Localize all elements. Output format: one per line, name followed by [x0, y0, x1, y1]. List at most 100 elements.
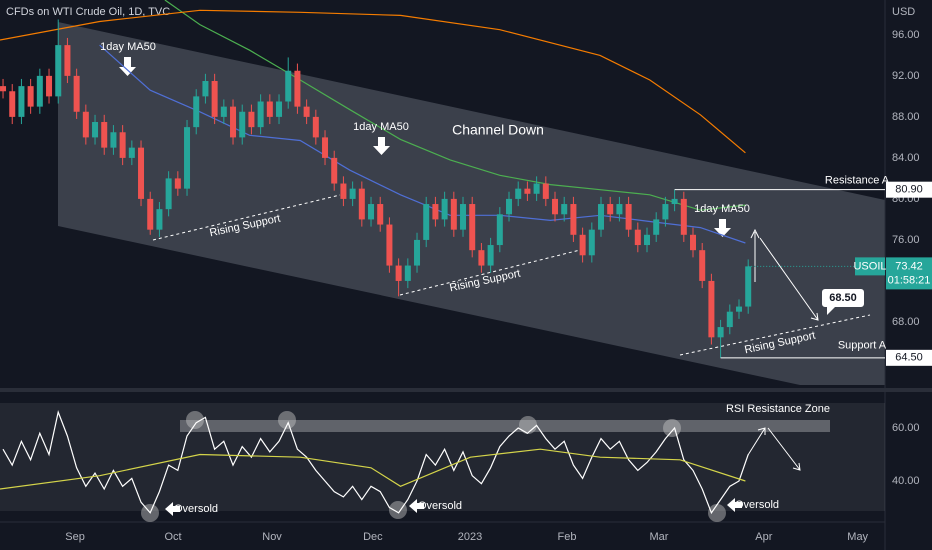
- candle-body: [662, 204, 669, 220]
- candle-body: [156, 209, 163, 230]
- candle-body: [717, 327, 724, 338]
- candle-body: [312, 116, 319, 138]
- candle-body: [331, 157, 338, 184]
- annotation: 1day MA50: [100, 41, 156, 53]
- candle-body: [699, 250, 706, 281]
- candle-body: [165, 178, 172, 210]
- rsi-band: [0, 403, 885, 511]
- moving-average: [0, 9, 746, 154]
- candle-body: [46, 75, 53, 97]
- candle-body: [432, 204, 439, 220]
- level-badge: [886, 181, 932, 198]
- x-tick-label: Dec: [363, 531, 383, 543]
- rsi-annotation: Oversold: [174, 503, 218, 515]
- candle-body: [404, 265, 411, 281]
- candle-body: [460, 204, 467, 230]
- level-badge: [886, 349, 932, 366]
- candle-body: [552, 198, 559, 215]
- candle-body: [745, 266, 752, 307]
- y-tick-label: 68.00: [892, 316, 920, 328]
- candle-body: [128, 147, 135, 158]
- oversold-arrows: [165, 498, 742, 516]
- candle-body: [496, 214, 503, 246]
- candle-body: [239, 111, 246, 138]
- candle-body: [322, 137, 329, 158]
- candle-body: [414, 239, 421, 266]
- candle-body: [368, 204, 375, 220]
- candle-body: [726, 311, 733, 328]
- y-tick-label: 96.00: [892, 29, 920, 41]
- last-price: 73.42: [895, 260, 923, 272]
- x-tick-label: Apr: [755, 531, 772, 543]
- annotation: 1day MA50: [694, 203, 750, 215]
- candle-body: [450, 198, 457, 230]
- candle-body: [220, 106, 227, 117]
- rsi-annotation: Oversold: [735, 499, 779, 511]
- x-tick-label: 2023: [458, 531, 482, 543]
- candle-body: [147, 198, 154, 230]
- moving-average: [164, 0, 746, 211]
- projection-arrows: [747, 228, 819, 471]
- candle-body: [257, 101, 264, 128]
- candle-body: [9, 91, 16, 117]
- candle-body: [625, 204, 632, 230]
- candle-body: [184, 127, 191, 189]
- level-name: Support A: [838, 340, 887, 352]
- candle-body: [524, 188, 531, 194]
- candle-body: [27, 86, 34, 107]
- candle-body: [441, 198, 448, 220]
- x-tick-label: Feb: [557, 531, 576, 543]
- x-tick-label: May: [847, 531, 868, 543]
- candle-body: [634, 229, 641, 246]
- candle-body: [294, 70, 301, 107]
- rsi-line: [2, 410, 749, 515]
- symbol-badge: [855, 257, 885, 276]
- y-tick-label: 92.00: [892, 70, 920, 82]
- candle-body: [340, 183, 347, 199]
- candle-body: [285, 70, 292, 102]
- candle-body: [64, 45, 71, 76]
- candle-body: [616, 204, 623, 215]
- target-label: 68.50: [829, 292, 857, 304]
- y-tick-label: 84.00: [892, 152, 920, 164]
- candle-body: [138, 147, 145, 199]
- candle-body: [671, 198, 678, 205]
- candle-body: [230, 106, 237, 138]
- candle-body: [736, 306, 743, 312]
- x-tick-label: Mar: [649, 531, 668, 543]
- candle-body: [358, 188, 365, 220]
- candle-body: [680, 198, 687, 235]
- candle-body: [598, 204, 605, 230]
- candle-body: [653, 219, 660, 235]
- candle-body: [588, 229, 595, 256]
- rsi-resistance-zone: [180, 420, 830, 432]
- rising-support-lines: [152, 194, 871, 356]
- candle-body: [55, 45, 62, 97]
- chart-title: CFDs on WTI Crude Oil, 1D, TVC: [6, 6, 170, 18]
- candle-body: [0, 86, 7, 92]
- candle-body: [469, 204, 476, 251]
- candle-body: [82, 111, 89, 138]
- y-tick-label: 88.00: [892, 111, 920, 123]
- annotation: 1day MA50: [353, 121, 409, 133]
- x-tick-label: Nov: [262, 531, 282, 543]
- candle-body: [395, 265, 402, 281]
- candle-body: [211, 80, 218, 117]
- candle-body: [202, 80, 209, 97]
- rsi-tick-label: 40.00: [892, 475, 920, 487]
- rsi-annotation: RSI Resistance Zone: [726, 403, 830, 415]
- price-badge: [886, 257, 932, 290]
- candle-body: [690, 234, 697, 251]
- candle-body: [303, 106, 310, 117]
- candle-body: [644, 234, 651, 246]
- candle-body: [73, 75, 80, 112]
- candle-body: [515, 188, 522, 199]
- candle-body: [506, 198, 513, 215]
- candle-body: [266, 101, 273, 117]
- candle-body: [174, 178, 181, 189]
- level-label: 80.90: [895, 184, 923, 196]
- candle-body: [18, 86, 25, 117]
- candle-body: [36, 75, 43, 107]
- candle-body: [92, 122, 99, 138]
- candle-body: [386, 224, 393, 266]
